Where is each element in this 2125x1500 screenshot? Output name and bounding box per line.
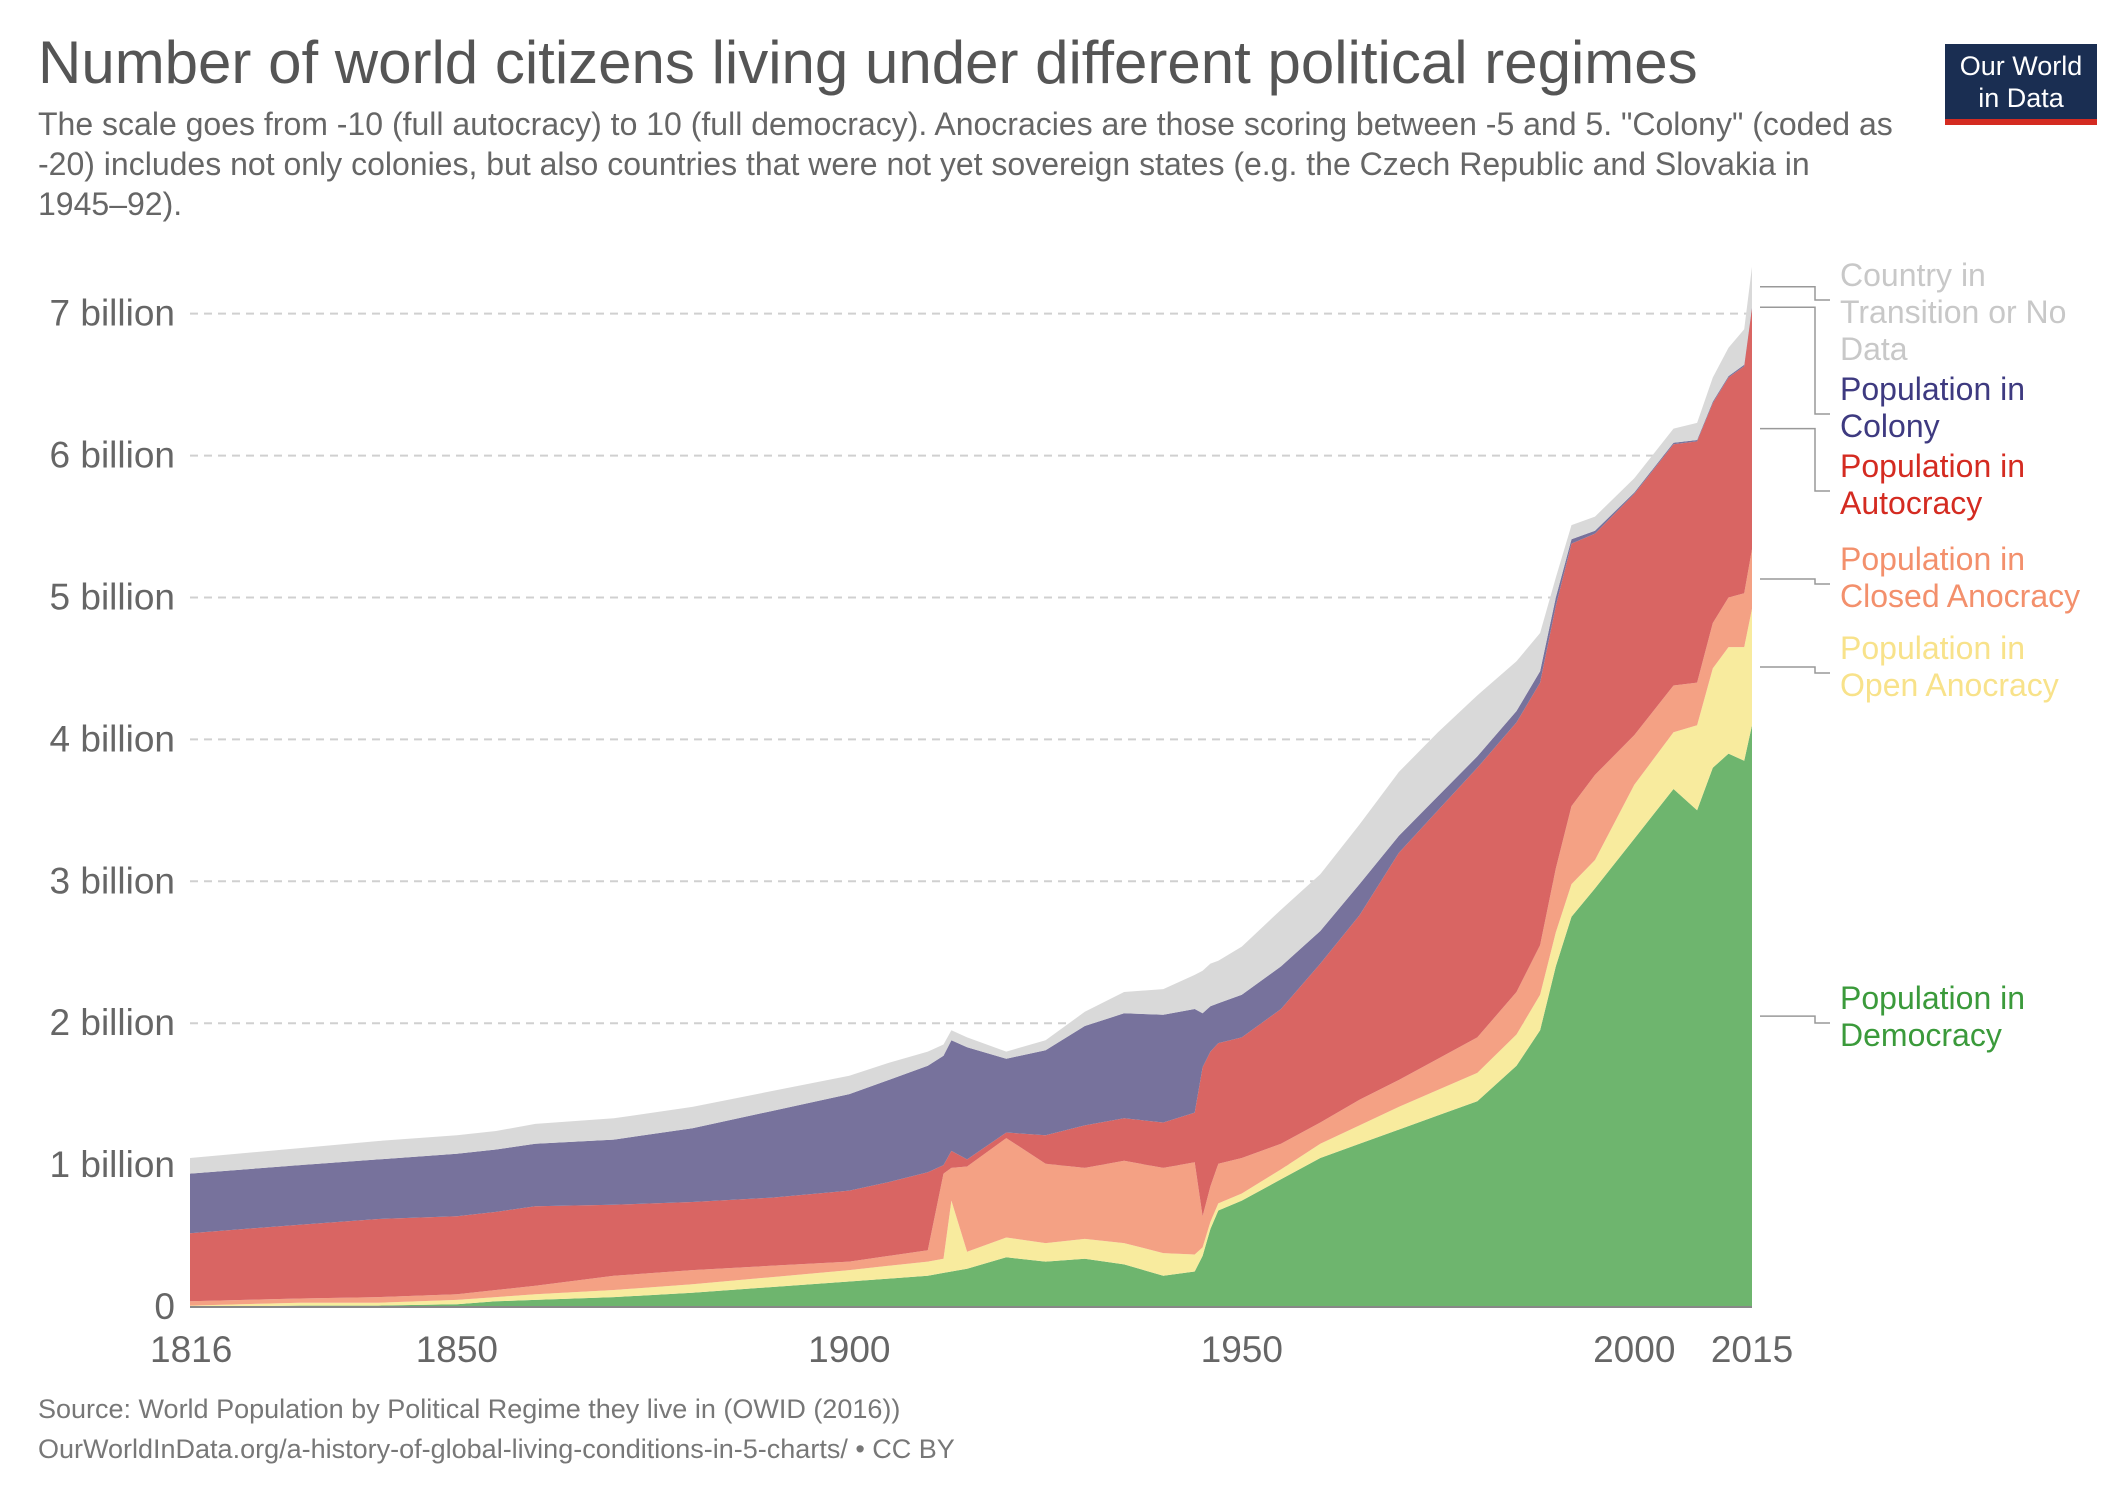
legend-connector	[1760, 306, 1830, 415]
legend-label[interactable]: Transition or No	[1840, 294, 2066, 330]
x-tick-label: 1850	[416, 1329, 498, 1370]
legend-label[interactable]: Country in	[1840, 257, 1986, 293]
y-tick-label: 4 billion	[50, 718, 175, 759]
legend-connector	[1760, 666, 1830, 674]
legend-connector	[1760, 1015, 1830, 1024]
y-tick-label: 5 billion	[50, 576, 175, 617]
y-tick-label: 6 billion	[50, 435, 175, 476]
x-tick-label: 1950	[1201, 1329, 1283, 1370]
source-url[interactable]: OurWorldInData.org/a-history-of-global-l…	[38, 1434, 955, 1464]
owid-logo[interactable]: Our World in Data	[1945, 44, 2097, 125]
area-series-1[interactable]	[190, 608, 1752, 1307]
legend-label[interactable]: Closed Anocracy	[1840, 578, 2080, 614]
logo-line-2: in Data	[1978, 83, 2064, 113]
legend-label[interactable]: Population in	[1840, 541, 2025, 577]
legend-label[interactable]: Population in	[1840, 371, 2025, 407]
y-tick-label: 1 billion	[50, 1144, 175, 1185]
legend-label[interactable]: Population in	[1840, 980, 2025, 1016]
y-tick-label: 2 billion	[50, 1002, 175, 1043]
area-series-0[interactable]	[190, 725, 1752, 1307]
x-tick-label: 1900	[808, 1329, 890, 1370]
axis-labels: 0 1 billion 2 billion 3 billion 4 billion 5 b…	[50, 293, 1794, 1370]
legend-label[interactable]: Autocracy	[1840, 485, 1982, 521]
x-tick-label: 1816	[150, 1329, 232, 1370]
legend-connector	[1760, 427, 1830, 492]
legend-label[interactable]: Democracy	[1840, 1017, 2002, 1053]
legend-label[interactable]: Open Anocracy	[1840, 667, 2059, 703]
source-note: Source: World Population by Political Re…	[38, 1389, 955, 1469]
area-series-3[interactable]	[190, 308, 1752, 1302]
legend-label[interactable]: Population in	[1840, 448, 2025, 484]
area-series-2[interactable]	[190, 549, 1752, 1306]
y-tick-label: 3 billion	[50, 860, 175, 901]
y-tick-label: 7 billion	[50, 293, 175, 334]
area-series	[190, 266, 1752, 1307]
logo-line-1: Our World	[1959, 51, 2083, 81]
chart-subtitle: The scale goes from -10 (full autocracy)…	[38, 106, 1893, 222]
legend-connector	[1760, 578, 1830, 585]
chart-title: Number of world citizens living under di…	[38, 29, 1698, 96]
legend-label[interactable]: Population in	[1840, 630, 2025, 666]
legend-label[interactable]: Colony	[1840, 408, 1940, 444]
y-tick-label: 0	[154, 1286, 175, 1327]
source-text: Source: World Population by Political Re…	[38, 1394, 901, 1424]
legend-connector	[1760, 285, 1830, 301]
x-tick-label: 2000	[1593, 1329, 1675, 1370]
x-tick-label: 2015	[1711, 1329, 1793, 1370]
legend-label[interactable]: Data	[1840, 331, 1908, 367]
